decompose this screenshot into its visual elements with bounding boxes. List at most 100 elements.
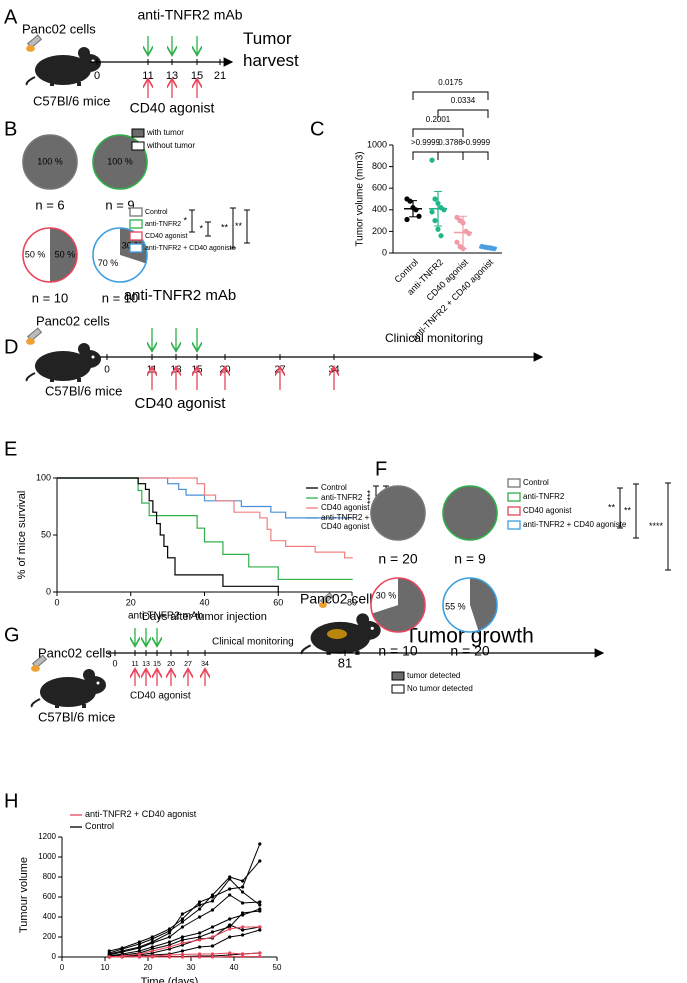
- comparison-bracket: [412, 128, 464, 137]
- data-point: [432, 196, 438, 202]
- data-point: [180, 920, 184, 924]
- day-label: 0: [112, 658, 117, 668]
- data-point: [241, 879, 245, 883]
- data-point: [150, 941, 154, 945]
- data-point: [210, 944, 215, 948]
- legend-label: anti-TNFR2: [321, 493, 363, 502]
- data-point: [210, 952, 215, 956]
- cell-injection-icon: [25, 34, 42, 53]
- significance-label: **: [221, 222, 229, 232]
- day-label: 20: [167, 661, 175, 668]
- legend-label: anti-TNFR2: [145, 221, 181, 228]
- pie-outline: [370, 577, 426, 633]
- data-point: [241, 954, 245, 959]
- comparison-label: >0.9999: [411, 138, 441, 147]
- significance-label: ****: [365, 490, 375, 505]
- cell-injection-icon: [25, 327, 42, 346]
- y-axis-label: % of mice survival: [16, 491, 28, 580]
- y-tick-label: 0: [46, 586, 51, 596]
- legend-label: without tumor: [146, 141, 195, 150]
- data-point: [167, 955, 172, 959]
- comparison-label: 0.0334: [451, 96, 476, 105]
- data-point: [198, 915, 202, 919]
- comparison-bracket: [412, 91, 489, 100]
- data-point: [438, 233, 444, 239]
- day-label: 0: [104, 365, 110, 376]
- y-tick-label: 800: [372, 161, 387, 171]
- mouse-icon: [25, 342, 102, 383]
- day-label: 11: [131, 661, 138, 668]
- data-point: [228, 935, 232, 939]
- y-tick-label: 400: [43, 912, 57, 921]
- data-point: [198, 952, 202, 956]
- panel-label: D: [4, 336, 18, 358]
- pie-slice: [23, 135, 77, 189]
- pie-n: n = 10: [32, 290, 69, 305]
- pie-slice: [371, 578, 398, 614]
- cells-label: Panc02 cells: [22, 21, 96, 36]
- data-point: [150, 937, 154, 941]
- data-point: [167, 940, 172, 944]
- comparison-label: 0.3786: [438, 138, 463, 147]
- data-point: [432, 218, 438, 224]
- x-tick-label: 50: [273, 963, 282, 972]
- y-tick-label: 600: [43, 892, 57, 901]
- monitoring-label: Clinical monitoring: [385, 331, 483, 345]
- data-point: [258, 951, 262, 955]
- legend-label: tumor detected: [407, 671, 460, 680]
- legend-label: CD40 agonist: [145, 233, 187, 240]
- data-point: [150, 949, 154, 953]
- data-point: [167, 945, 172, 949]
- significance-label: *: [183, 215, 187, 225]
- data-point: [210, 935, 215, 939]
- x-tick-label: 80: [347, 597, 357, 607]
- comparison-bracket: [437, 151, 464, 160]
- significance-label: **: [235, 221, 243, 231]
- legend-swatch: [507, 492, 521, 502]
- y-tick-label: 100: [36, 472, 51, 482]
- pie-slice: [442, 578, 479, 633]
- data-point: [228, 927, 232, 931]
- legend-swatch: [391, 671, 405, 681]
- legend-swatch: [131, 128, 145, 138]
- data-point: [407, 198, 413, 204]
- data-point: [228, 893, 232, 897]
- legend-swatch: [507, 478, 521, 488]
- x-tick-label: 30: [187, 963, 196, 972]
- outcome-label: Tumor growth: [405, 625, 534, 648]
- panel-label: H: [4, 790, 18, 812]
- data-point: [429, 209, 435, 215]
- data-point: [198, 903, 202, 907]
- pie-n: n = 9: [454, 551, 486, 567]
- agonist-label: CD40 agonist: [130, 100, 215, 116]
- data-point: [241, 933, 245, 937]
- x-axis-label: Time (days): [141, 976, 199, 983]
- data-point: [258, 954, 262, 959]
- y-tick-label: 0: [52, 952, 57, 961]
- day-label: 81: [338, 655, 352, 670]
- mice-label: C57Bl/6 mice: [33, 93, 110, 108]
- data-point: [180, 912, 184, 916]
- data-point: [228, 951, 232, 955]
- data-point: [210, 955, 215, 959]
- panel-label: C: [310, 118, 324, 140]
- comparison-bracket: [412, 151, 439, 160]
- legend-label: No tumor detected: [407, 684, 473, 693]
- data-point: [241, 925, 245, 929]
- data-point: [258, 925, 262, 929]
- data-point: [429, 157, 435, 163]
- significance-label: *: [199, 223, 203, 233]
- legend-label: CD40 agonist: [523, 506, 572, 515]
- pie-n: n = 9: [105, 197, 134, 212]
- day-label: 34: [201, 661, 209, 668]
- pie-n: n = 10: [102, 290, 139, 305]
- data-point: [258, 859, 262, 863]
- legend-label: anti-TNFR2 + CD40 agoniste: [523, 520, 627, 529]
- legend-label: Control: [321, 483, 347, 492]
- data-point: [228, 954, 232, 959]
- comparison-bracket: [462, 151, 489, 160]
- mice-label: C57Bl/6 mice: [38, 709, 115, 724]
- day-label: 13: [142, 661, 150, 668]
- data-point: [258, 909, 262, 913]
- mouse-icon: [25, 46, 102, 87]
